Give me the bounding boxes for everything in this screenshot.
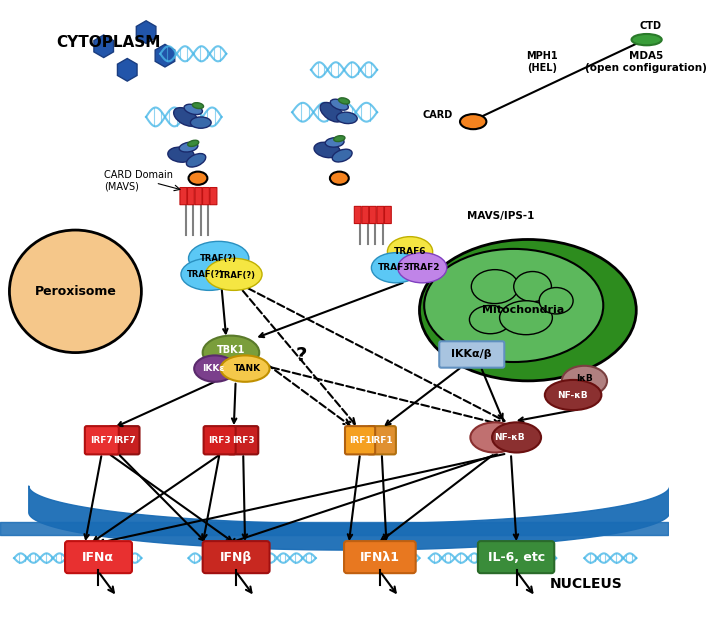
FancyBboxPatch shape — [109, 426, 140, 454]
Ellipse shape — [168, 147, 194, 162]
Text: TRAF6: TRAF6 — [393, 247, 426, 256]
FancyBboxPatch shape — [85, 426, 119, 454]
Ellipse shape — [337, 112, 357, 123]
Ellipse shape — [471, 270, 518, 304]
Ellipse shape — [470, 423, 520, 453]
Text: MAVS/IPS-1: MAVS/IPS-1 — [467, 211, 534, 221]
Text: Mitochondria: Mitochondria — [482, 305, 564, 315]
Ellipse shape — [194, 356, 235, 382]
Ellipse shape — [186, 153, 206, 167]
Text: NF-κB: NF-κB — [493, 433, 525, 442]
Ellipse shape — [539, 287, 573, 314]
Text: IRF7: IRF7 — [91, 436, 113, 444]
Ellipse shape — [9, 230, 141, 352]
Ellipse shape — [325, 138, 344, 147]
FancyBboxPatch shape — [203, 426, 235, 454]
Ellipse shape — [333, 149, 352, 162]
Ellipse shape — [460, 114, 486, 129]
Text: IL-6, etc: IL-6, etc — [488, 551, 545, 563]
Ellipse shape — [220, 356, 269, 382]
FancyBboxPatch shape — [187, 188, 194, 205]
FancyBboxPatch shape — [345, 426, 375, 454]
Text: CARD Domain
(MAVS): CARD Domain (MAVS) — [104, 170, 173, 192]
Ellipse shape — [420, 240, 636, 381]
Text: TRAF2: TRAF2 — [408, 264, 440, 272]
FancyBboxPatch shape — [195, 188, 202, 205]
Ellipse shape — [334, 136, 345, 141]
FancyBboxPatch shape — [440, 341, 504, 367]
Ellipse shape — [387, 237, 432, 267]
Ellipse shape — [562, 366, 607, 396]
Ellipse shape — [469, 305, 511, 334]
Ellipse shape — [372, 253, 420, 283]
Text: TRAF(?): TRAF(?) — [187, 270, 224, 279]
Text: IκB: IκB — [576, 374, 593, 384]
FancyBboxPatch shape — [354, 207, 361, 223]
Text: NUCLEUS: NUCLEUS — [549, 577, 622, 591]
Ellipse shape — [179, 142, 198, 152]
Ellipse shape — [174, 108, 198, 126]
Text: TANK: TANK — [233, 364, 260, 373]
FancyBboxPatch shape — [203, 541, 269, 573]
Ellipse shape — [192, 103, 203, 108]
Text: IRF3: IRF3 — [208, 436, 231, 444]
Ellipse shape — [206, 259, 262, 290]
FancyBboxPatch shape — [65, 541, 132, 573]
Ellipse shape — [203, 336, 259, 369]
Text: MPH1
(HEL): MPH1 (HEL) — [526, 51, 558, 73]
Ellipse shape — [500, 300, 552, 335]
FancyBboxPatch shape — [362, 207, 369, 223]
Ellipse shape — [181, 259, 238, 290]
Ellipse shape — [398, 253, 447, 283]
FancyBboxPatch shape — [368, 426, 396, 454]
Text: TRAF3: TRAF3 — [378, 264, 411, 272]
FancyBboxPatch shape — [180, 188, 186, 205]
FancyBboxPatch shape — [210, 188, 217, 205]
Ellipse shape — [492, 423, 541, 453]
Ellipse shape — [320, 103, 343, 122]
Text: ?: ? — [296, 346, 307, 365]
Text: IRF1: IRF1 — [349, 436, 372, 444]
Text: CTD: CTD — [640, 21, 661, 31]
Ellipse shape — [314, 142, 340, 158]
FancyBboxPatch shape — [478, 541, 554, 573]
Text: TRAF(?): TRAF(?) — [200, 254, 238, 263]
Text: MDA5
(open configuration): MDA5 (open configuration) — [585, 51, 707, 73]
FancyBboxPatch shape — [228, 426, 258, 454]
Text: IRF3: IRF3 — [232, 436, 255, 444]
FancyBboxPatch shape — [369, 207, 376, 223]
Ellipse shape — [184, 105, 203, 115]
Text: Peroxisome: Peroxisome — [35, 285, 116, 298]
Text: CYTOPLASM: CYTOPLASM — [57, 35, 161, 50]
Ellipse shape — [330, 99, 348, 110]
Text: IFNλ1: IFNλ1 — [360, 551, 400, 563]
Ellipse shape — [632, 34, 661, 45]
Text: CARD: CARD — [422, 110, 452, 120]
Ellipse shape — [191, 117, 211, 128]
FancyBboxPatch shape — [377, 207, 384, 223]
Text: IRF1: IRF1 — [370, 436, 393, 444]
Text: TRAF(?): TRAF(?) — [219, 271, 256, 280]
Text: TBK1: TBK1 — [217, 345, 245, 355]
Ellipse shape — [545, 380, 601, 410]
Ellipse shape — [188, 140, 199, 146]
Text: NF-κB: NF-κB — [557, 391, 588, 399]
Ellipse shape — [424, 249, 603, 362]
FancyBboxPatch shape — [344, 541, 415, 573]
Ellipse shape — [189, 172, 207, 185]
Text: IFNβ: IFNβ — [220, 551, 252, 563]
Text: IKKα/β: IKKα/β — [451, 349, 491, 359]
Text: IFNα: IFNα — [82, 551, 114, 563]
FancyBboxPatch shape — [384, 207, 391, 223]
Text: IRF7: IRF7 — [113, 436, 136, 444]
Ellipse shape — [338, 98, 350, 104]
FancyBboxPatch shape — [203, 188, 209, 205]
Ellipse shape — [330, 172, 349, 185]
Ellipse shape — [514, 272, 552, 302]
Text: IKKε: IKKε — [202, 364, 224, 373]
Ellipse shape — [189, 242, 249, 275]
